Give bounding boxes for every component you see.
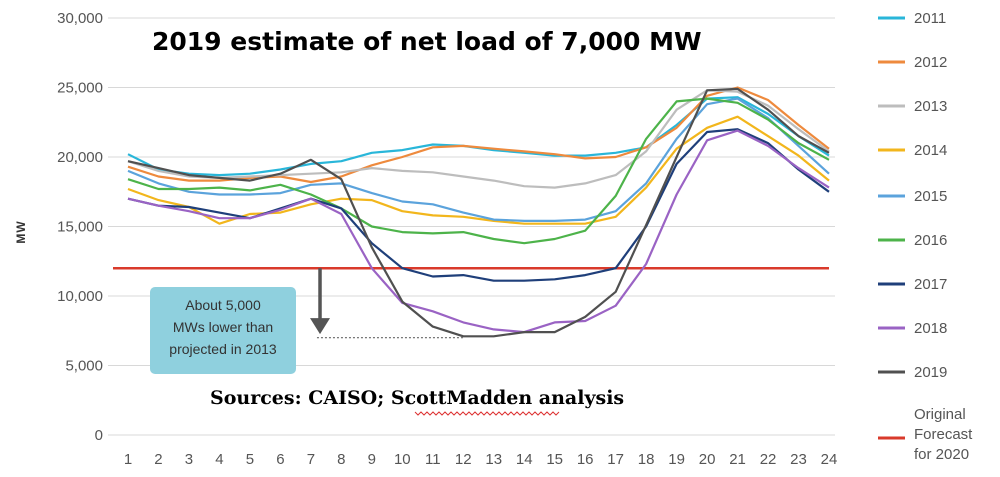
x-tick-label: 16 xyxy=(577,451,594,468)
series-line-2018 xyxy=(127,129,830,334)
x-tick-label: 15 xyxy=(546,451,563,468)
callout-text-line: projected in 2013 xyxy=(169,341,277,357)
series-line-2015 xyxy=(127,97,830,222)
callout-text-line: About 5,000 xyxy=(185,297,261,313)
legend-label-2018: 2018 xyxy=(914,320,947,337)
annotation-group: About 5,000 MWs lower than projected in 20… xyxy=(150,268,464,374)
x-tick-label: 6 xyxy=(276,451,284,468)
legend-label-forecast: for 2020 xyxy=(914,446,969,463)
legend-label-forecast: Forecast xyxy=(914,426,973,443)
series-lines xyxy=(127,86,830,338)
legend-label-2014: 2014 xyxy=(914,142,947,159)
series-line-2011 xyxy=(127,96,830,177)
y-tick-label: 10,000 xyxy=(57,288,103,305)
x-tick-label: 19 xyxy=(668,451,685,468)
x-tick-label: 10 xyxy=(394,451,411,468)
spellcheck-squiggle xyxy=(414,411,560,416)
x-tick-label: 14 xyxy=(516,451,533,468)
y-tick-label: 15,000 xyxy=(57,219,103,236)
x-tick-label: 13 xyxy=(485,451,502,468)
series-line-2014 xyxy=(127,115,830,225)
x-tick-label: 17 xyxy=(607,451,624,468)
x-tick-label: 3 xyxy=(185,451,193,468)
callout-text-line: MWs lower than xyxy=(173,319,273,335)
x-tick-label: 1 xyxy=(124,451,132,468)
legend-label-2012: 2012 xyxy=(914,54,947,71)
y-tick-label: 0 xyxy=(95,427,103,444)
x-axis-ticks: 1 2 3 4 5 6 7 8 9 10 11 12 13 14 15 16 17 18 19 20 21 22 23 24 xyxy=(124,451,838,468)
x-tick-label: 2 xyxy=(154,451,162,468)
series-line-2016 xyxy=(127,97,830,245)
y-axis-ticks: 0 5,000 10,000 15,000 20,000 25,000 30,000 xyxy=(57,10,103,444)
callout-box xyxy=(150,287,296,374)
x-tick-label: 7 xyxy=(307,451,315,468)
sources-text: Sources: CAISO; ScottMadden analysis xyxy=(210,387,624,409)
y-axis-label: MW xyxy=(14,220,28,243)
series-line-2019 xyxy=(127,87,830,338)
x-tick-label: 24 xyxy=(821,451,838,468)
series-line-2012 xyxy=(127,86,830,184)
legend-label-2015: 2015 xyxy=(914,188,947,205)
series-line-2013 xyxy=(127,89,830,189)
x-tick-label: 21 xyxy=(729,451,746,468)
down-arrow-head xyxy=(310,318,331,335)
x-tick-label: 23 xyxy=(790,451,807,468)
legend-label-2011: 2011 xyxy=(914,10,946,27)
x-tick-label: 11 xyxy=(425,451,441,468)
chart-title: 2019 estimate of net load of 7,000 MW xyxy=(152,27,702,56)
x-tick-label: 22 xyxy=(760,451,777,468)
y-tick-label: 25,000 xyxy=(57,80,103,97)
legend-label-2013: 2013 xyxy=(914,98,947,115)
x-tick-label: 9 xyxy=(368,451,376,468)
legend-label-2019: 2019 xyxy=(914,364,947,381)
legend-label-forecast: Original xyxy=(914,406,966,423)
x-tick-label: 5 xyxy=(246,451,254,468)
x-tick-label: 4 xyxy=(215,451,223,468)
x-tick-label: 12 xyxy=(455,451,472,468)
legend-label-2017: 2017 xyxy=(914,276,947,293)
series-line-2017 xyxy=(127,128,830,282)
y-tick-label: 20,000 xyxy=(57,149,103,166)
y-tick-label: 5,000 xyxy=(65,358,103,375)
legend-label-2016: 2016 xyxy=(914,232,947,249)
legend: 2011 2012 2013 2014 2015 2016 2017 2018 2019 Orig… xyxy=(878,10,973,463)
y-tick-label: 30,000 xyxy=(57,10,103,27)
x-tick-label: 18 xyxy=(638,451,655,468)
x-tick-label: 20 xyxy=(699,451,716,468)
x-tick-label: 8 xyxy=(337,451,345,468)
